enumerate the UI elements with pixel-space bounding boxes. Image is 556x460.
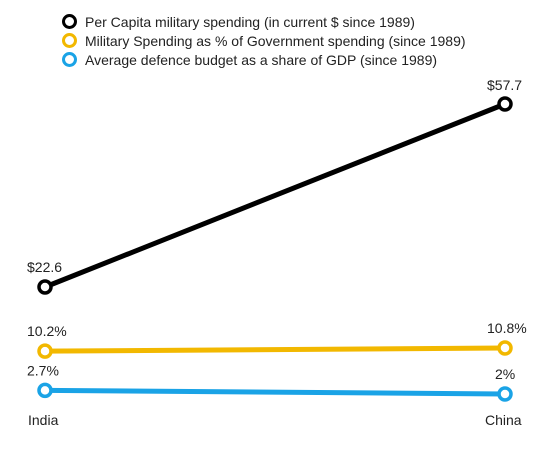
data-point [497,340,513,356]
data-point [37,343,53,359]
data-point [37,382,53,399]
legend-label: Military Spending as % of Government spe… [85,32,466,49]
legend-label: Per Capita military spending (in current… [85,13,415,30]
x-tick-label: India [28,412,59,428]
legend-marker-yellow [62,33,77,48]
data-label: 2.7% [27,362,59,378]
series-line [42,345,508,354]
legend-item-per-capita: Per Capita military spending (in current… [62,12,466,31]
data-label: $57.7 [487,77,522,93]
data-label: 2% [495,366,515,382]
data-label: 10.2% [27,323,67,339]
legend: Per Capita military spending (in current… [62,12,466,69]
data-point [37,279,53,295]
x-tick-label: China [485,412,522,428]
data-label: $22.6 [27,259,62,275]
legend-item-govt-share: Military Spending as % of Government spe… [62,31,466,50]
legend-marker-black [62,14,77,29]
legend-item-gdp-share: Average defence budget as a share of GDP… [62,50,466,69]
data-point [497,96,513,112]
legend-marker-blue [62,52,77,67]
data-label: 10.8% [487,320,527,336]
data-point [497,386,513,402]
series-line [42,101,508,290]
legend-label: Average defence budget as a share of GDP… [85,51,438,68]
series-line [42,387,508,397]
